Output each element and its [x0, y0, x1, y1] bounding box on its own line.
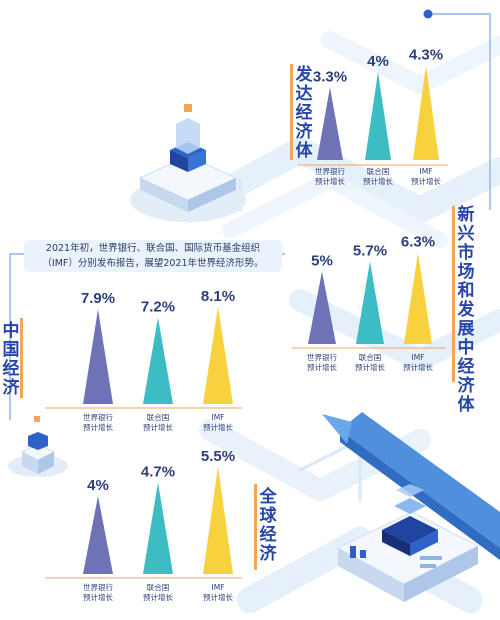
value-label-china-2: 7.2%: [141, 299, 175, 316]
bar-china-3: [203, 306, 233, 404]
value-label-developed-2: 4%: [367, 53, 389, 70]
intro-note-line1: 2021年初，世界银行、联合国、国际货币基金组织: [45, 243, 261, 254]
bar-emerging-2: [356, 261, 384, 344]
category-label-china-3: IMF 预计增长: [203, 413, 233, 432]
category-label-global-1: 世界银行预计增长: [83, 582, 113, 602]
value-label-emerging-1: 5%: [311, 253, 333, 270]
bar-global-1: [83, 496, 113, 574]
server-illustration-top: [130, 104, 246, 222]
connector-dot: [423, 9, 433, 19]
category-label-emerging-1: 世界银行预计增长: [307, 352, 337, 372]
value-label-developed-3: 4.3%: [409, 46, 443, 63]
value-label-developed-1: 3.3%: [313, 68, 347, 85]
title-bar-emerging: [452, 206, 455, 382]
bar-developed-1: [317, 87, 343, 160]
arrow-illustration: [322, 412, 500, 560]
bar-emerging-1: [308, 271, 336, 344]
category-label-china-1: 世界银行预计增长: [83, 412, 113, 432]
section-title-emerging: 新兴市场和发展中经济体: [457, 205, 475, 415]
bar-global-2: [143, 482, 173, 574]
title-bar-developed: [290, 64, 293, 160]
bar-emerging-3: [404, 252, 432, 344]
value-label-china-1: 7.9%: [81, 290, 115, 307]
category-label-china-2: 联合国预计增长: [143, 412, 173, 432]
intro-note-line2: （IMF）分别发布报告，展望2021年世界经济形势。: [42, 258, 264, 269]
value-label-global-1: 4%: [87, 477, 109, 494]
chart-marks: 3.3% 世界银行预计增长 4% 联合国预计增长 4.3% IMF 预计增长 5% 世界银行预计…: [81, 46, 443, 602]
bar-china-2: [143, 317, 173, 404]
category-label-developed-3: IMF 预计增长: [411, 167, 441, 186]
bar-china-1: [83, 309, 113, 404]
section-title-china: 中国经济: [2, 321, 20, 398]
category-label-developed-1: 世界银行预计增长: [315, 166, 345, 186]
bar-developed-3: [413, 65, 439, 160]
category-label-emerging-3: IMF 预计增长: [403, 353, 433, 372]
value-label-emerging-3: 6.3%: [401, 234, 435, 251]
category-label-global-3: IMF 预计增长: [203, 583, 233, 602]
category-label-emerging-2: 联合国预计增长: [355, 352, 385, 372]
value-label-emerging-2: 5.7%: [353, 242, 387, 259]
category-label-global-2: 联合国预计增长: [143, 582, 173, 602]
section-title-developed: 发达经济体: [295, 65, 313, 161]
tower-illustration-left: [8, 416, 68, 477]
section-title-global: 全球经济: [259, 487, 277, 564]
bar-global-3: [203, 466, 233, 574]
title-bar-global: [254, 484, 257, 570]
bar-developed-2: [365, 72, 391, 160]
intro-note: 2021年初，世界银行、联合国、国际货币基金组织 （IMF）分别发布报告，展望2…: [24, 240, 282, 272]
value-label-global-2: 4.7%: [141, 463, 175, 480]
category-label-developed-2: 联合国预计增长: [363, 166, 393, 186]
device-illustration: [336, 484, 480, 602]
value-label-china-3: 8.1%: [201, 288, 235, 305]
title-bar-china: [20, 318, 23, 398]
value-label-global-3: 5.5%: [201, 448, 235, 465]
